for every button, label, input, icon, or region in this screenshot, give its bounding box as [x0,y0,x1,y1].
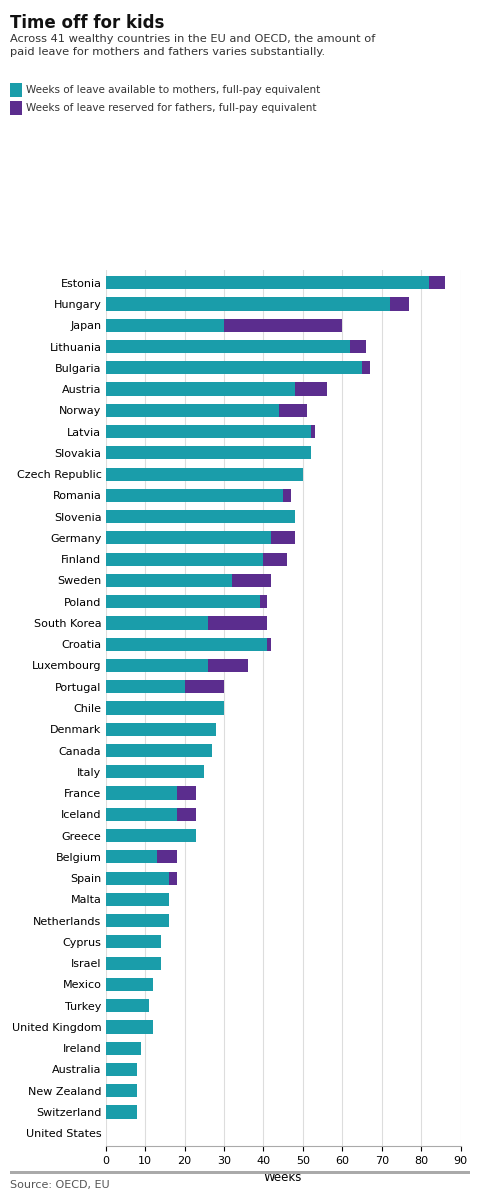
Bar [177,808,196,821]
X-axis label: Weeks: Weeks [264,1171,302,1184]
Bar [260,595,267,608]
Bar [106,510,295,523]
Bar [106,680,184,694]
Text: Time off for kids: Time off for kids [10,14,164,32]
Bar [106,978,153,991]
Bar [106,722,216,736]
Bar [106,851,157,864]
Bar [271,532,295,545]
Bar [224,319,342,332]
Bar [106,276,429,289]
Bar [106,403,279,416]
Bar [106,298,390,311]
Bar [106,659,208,672]
Bar [264,552,287,565]
Bar [267,637,271,650]
Bar [106,935,161,948]
Text: Source: OECD, EU: Source: OECD, EU [10,1181,109,1190]
Bar [106,956,161,970]
Bar [106,340,350,353]
Bar [208,617,267,630]
Bar [106,1000,149,1013]
Bar [390,298,409,311]
Bar [106,617,208,630]
Bar [106,446,311,460]
Bar [232,574,271,587]
Bar [106,1084,137,1097]
Bar [106,319,224,332]
Bar [106,871,169,884]
Bar [106,786,177,799]
Bar [106,595,260,608]
Bar [106,574,232,587]
Bar [106,637,267,650]
Bar [208,659,248,672]
Bar [106,361,362,374]
Bar [106,893,169,906]
Bar [283,488,291,502]
Text: Weeks of leave available to mothers, full-pay equivalent: Weeks of leave available to mothers, ful… [26,85,321,95]
Bar [157,851,177,864]
Bar [169,871,177,884]
Bar [106,744,212,757]
Bar [106,488,283,502]
Text: Across 41 wealthy countries in the EU and OECD, the amount of
paid leave for mot: Across 41 wealthy countries in the EU an… [10,34,375,56]
Bar [177,786,196,799]
Bar [350,340,366,353]
Bar [106,468,303,481]
Bar [106,914,169,928]
Bar [295,383,326,396]
Bar [362,361,370,374]
Bar [106,425,311,438]
Bar [106,1063,137,1076]
Bar [429,276,445,289]
Bar [106,1020,153,1033]
Bar [106,383,295,396]
Bar [106,552,264,565]
Bar [106,808,177,821]
Text: Weeks of leave reserved for fathers, full-pay equivalent: Weeks of leave reserved for fathers, ful… [26,103,317,113]
Bar [184,680,224,694]
Bar [106,766,204,779]
Bar [106,532,271,545]
Bar [106,1105,137,1118]
Bar [106,1042,141,1055]
Bar [106,829,196,842]
Bar [106,702,224,714]
Bar [311,425,315,438]
Bar [279,403,307,416]
